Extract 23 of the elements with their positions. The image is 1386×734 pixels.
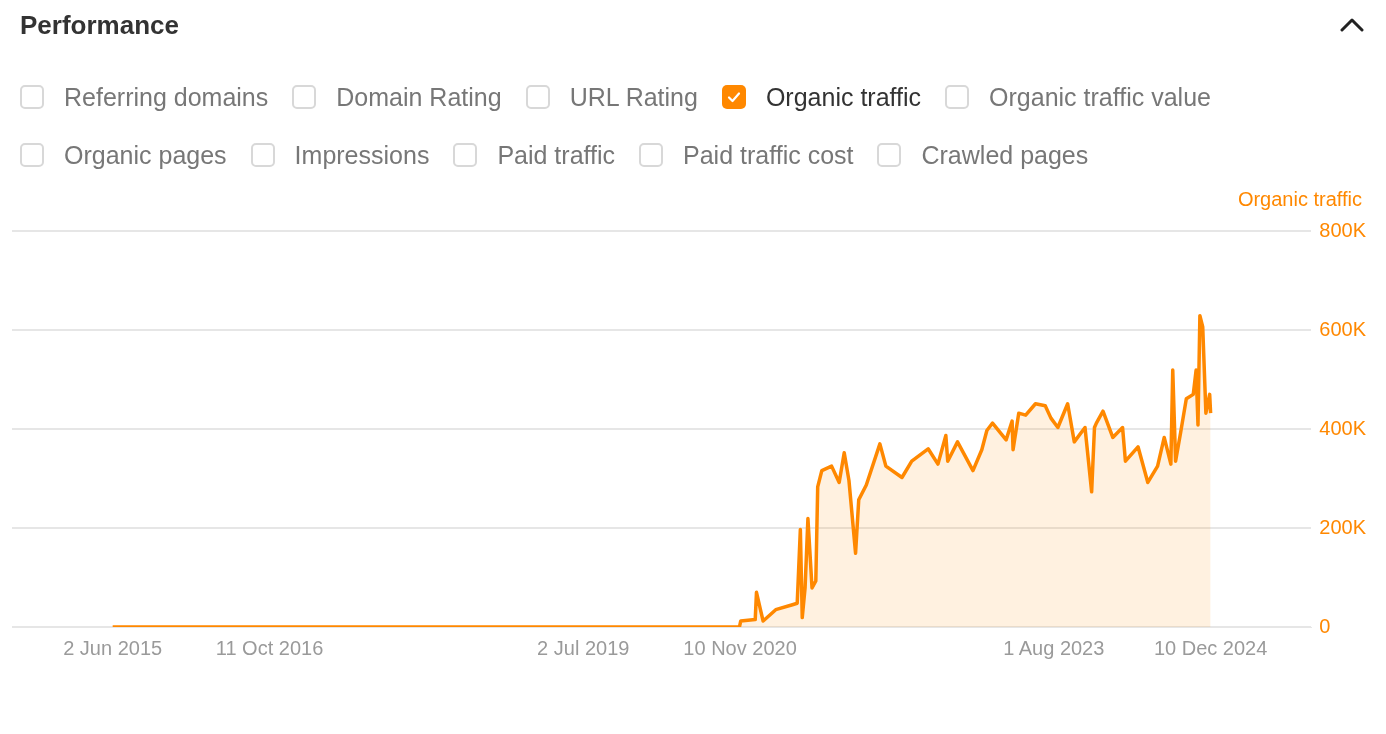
text: Impressions [294, 140, 430, 170]
y-axis-title: Organic traffic [1236, 188, 1363, 211]
text: Organic pages [64, 140, 227, 170]
y-tick-label: 400K [1319, 416, 1367, 439]
y-tick-label: 0 [1319, 614, 1331, 637]
text: Domain Rating [336, 82, 502, 112]
x-tick-label: 11 Oct 2016 [215, 636, 324, 659]
y-tick-label: 600K [1319, 317, 1367, 340]
x-tick-label: 2 Jun 2015 [63, 636, 163, 659]
y-tick-label: 800K [1319, 218, 1367, 241]
text: Crawled pages [921, 140, 1089, 170]
text: Referring domains [64, 82, 269, 112]
x-tick-label: 10 Nov 2020 [683, 636, 797, 659]
x-tick-label: 2 Jul 2019 [537, 636, 630, 659]
text: Paid traffic [497, 140, 616, 170]
legend-label: Organic traffic [765, 82, 922, 112]
text: URL Rating [569, 82, 698, 112]
x-tick-label: 10 Dec 2024 [1153, 636, 1268, 659]
x-tick-label: 1 Aug 2023 [1003, 636, 1105, 659]
y-tick-label: 200K [1319, 515, 1367, 538]
chart-title: Performance [20, 9, 179, 41]
text: Paid traffic cost [683, 140, 854, 170]
text: Organic traffic value [989, 82, 1211, 112]
